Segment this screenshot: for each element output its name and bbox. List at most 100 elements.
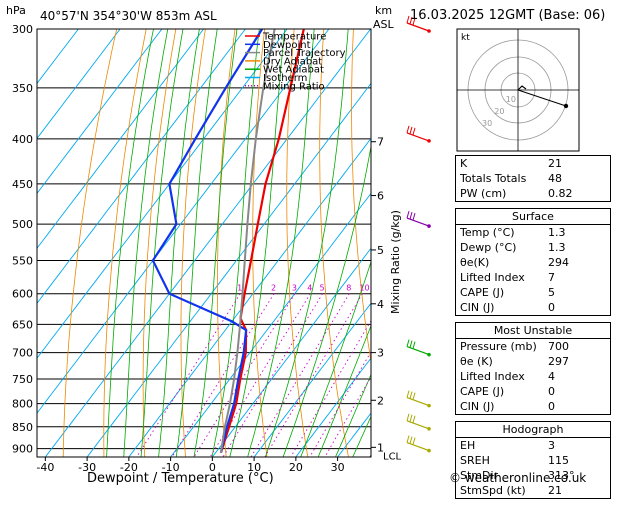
storm-motion-marker (564, 104, 568, 108)
pressure-tick-label: 750 (12, 373, 33, 386)
index-value: 0 (548, 384, 606, 399)
index-name: PW (cm) (460, 186, 506, 201)
dry-adiabat-line (218, 29, 236, 465)
km-tick-label: 5 (377, 244, 384, 257)
index-name: StmSpd (kt) (460, 483, 526, 498)
dry-adiabat-line (181, 29, 205, 465)
index-row: SREH 115 (456, 453, 610, 468)
index-value: 0 (548, 399, 606, 414)
dry-adiabat-line (143, 29, 176, 465)
index-value: 294 (548, 255, 606, 270)
wet-adiabat-line (105, 29, 154, 486)
index-name: EH (460, 438, 475, 453)
most-unstable-title: Most Unstable (456, 323, 610, 339)
mixing-ratio-label: 20 (402, 284, 412, 293)
pressure-tick-label: 600 (12, 288, 33, 301)
km-tick-label: 4 (377, 298, 384, 311)
index-value: 3 (548, 438, 606, 453)
dry-adiabat-line (320, 29, 351, 465)
mixing-ratio-axis-label: Mixing Ratio (g/kg) (389, 210, 402, 314)
index-name: CAPE (J) (460, 285, 504, 300)
wet-adiabat-line (305, 29, 470, 486)
wind-barb-icon (407, 436, 431, 453)
wet-adiabat-line (155, 29, 200, 486)
wind-barb-icon (407, 391, 431, 408)
wind-barb-icon (407, 126, 431, 143)
index-name: Lifted Index (460, 369, 525, 384)
index-row: PW (cm) 0.82 (456, 186, 610, 201)
index-row: StmSpd (kt) 21 (456, 483, 610, 498)
index-row: Pressure (mb) 700 (456, 339, 610, 354)
pressure-tick-label: 650 (12, 318, 33, 331)
index-value: 297 (548, 354, 606, 369)
hodograph-title: Hodograph (456, 422, 610, 438)
index-name: CIN (J) (460, 300, 494, 315)
dry-adiabat-line (620, 29, 629, 465)
index-value: 0.82 (548, 186, 606, 201)
index-name: Totals Totals (460, 171, 526, 186)
km-label: km (375, 4, 392, 17)
pressure-tick-label: 500 (12, 218, 33, 231)
index-row: CIN (J) 0 (456, 300, 610, 315)
index-name: CIN (J) (460, 399, 494, 414)
pressure-tick-label: 700 (12, 347, 33, 360)
hodograph-ring-label: 10 (506, 95, 516, 104)
index-value: 21 (548, 483, 606, 498)
index-name: K (460, 156, 467, 171)
wet-adiabat-line (171, 29, 217, 486)
pressure-tick-label: 450 (12, 178, 33, 191)
dry-adiabat-line (104, 29, 146, 465)
index-row: CAPE (J) 5 (456, 285, 610, 300)
index-row: θe (K) 297 (456, 354, 610, 369)
mixing-ratio-label: 3 (292, 284, 297, 293)
wet-adiabat-line (121, 29, 168, 486)
index-name: Lifted Index (460, 270, 525, 285)
hodograph-ring-label: 20 (494, 107, 504, 116)
wet-adiabat-line (238, 29, 314, 486)
x-axis-label: Dewpoint / Temperature (°C) (87, 471, 274, 486)
pressure-tick-label: 300 (12, 23, 33, 36)
index-value: 115 (548, 453, 606, 468)
mixing-ratio-label: 2 (271, 284, 276, 293)
mixing-ratio-label: 4 (307, 284, 312, 293)
km-tick-label: 3 (377, 347, 384, 360)
index-row: Temp (°C) 1.3 (456, 225, 610, 240)
index-name: SREH (460, 453, 490, 468)
km-tick-label: 6 (377, 190, 384, 203)
mixing-ratio-label: 10 (359, 284, 369, 293)
temperature-tick-label: -40 (36, 461, 54, 474)
index-name: Temp (°C) (460, 225, 515, 240)
index-name: θe (K) (460, 354, 493, 369)
index-row: EH 3 (456, 438, 610, 453)
hodograph-ring-label: 30 (482, 119, 492, 128)
index-value: 1.3 (548, 240, 606, 255)
wind-barb-icon (407, 414, 431, 431)
index-row: CAPE (J) 0 (456, 384, 610, 399)
km-tick-label: 7 (377, 136, 384, 149)
index-value: 5 (548, 285, 606, 300)
pressure-tick-label: 900 (12, 443, 33, 456)
temperature-tick-label: 30 (331, 461, 345, 474)
index-row: Dewp (°C)1.3 (456, 240, 610, 255)
wind-barb-icon (407, 211, 431, 228)
hodograph-unit-label: kt (461, 33, 470, 43)
wind-barb-icon (407, 340, 431, 357)
mixing-ratio-label: 25 (416, 284, 426, 293)
index-value: 0 (548, 300, 606, 315)
index-name: CAPE (J) (460, 384, 504, 399)
index-name: Pressure (mb) (460, 339, 537, 354)
date-title: 16.03.2025 12GMT (Base: 06) (410, 8, 605, 23)
pressure-tick-label: 800 (12, 398, 33, 411)
surface-title: Surface (456, 209, 610, 225)
location-label: 40°57'N 354°30'W 853m ASL (40, 9, 217, 23)
isotherm-line (0, 29, 329, 465)
index-value: 1.3 (548, 225, 606, 240)
index-value: 700 (548, 339, 606, 354)
isotherm-line (164, 29, 496, 465)
